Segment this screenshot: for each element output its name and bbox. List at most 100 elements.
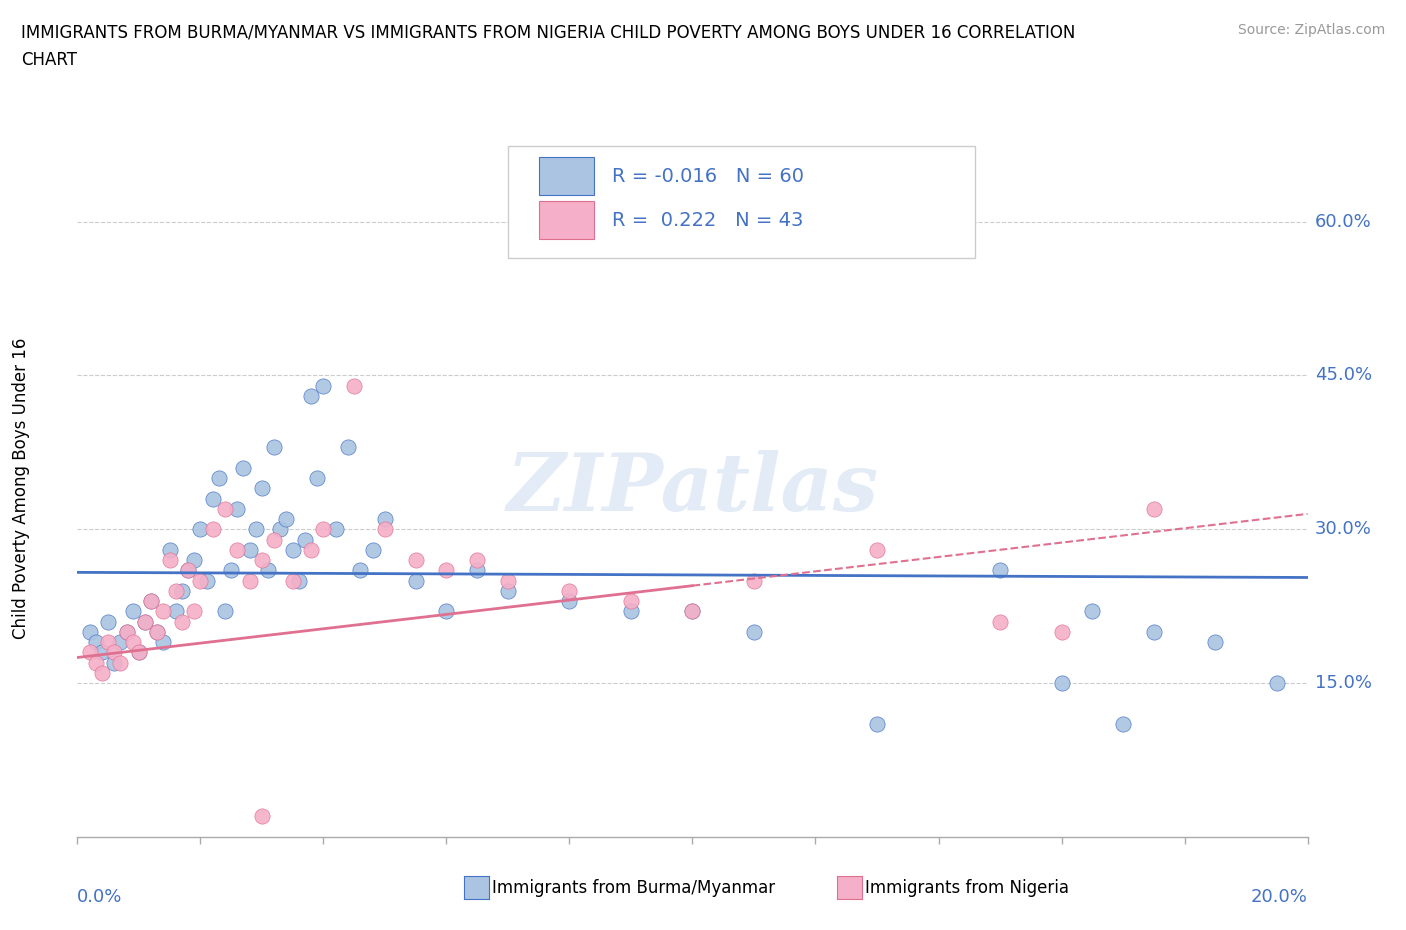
Point [276, 512, 298, 526]
Point [620, 593, 643, 608]
Text: 45.0%: 45.0% [1315, 366, 1372, 384]
Point [299, 389, 322, 404]
Point [436, 604, 458, 618]
Point [103, 655, 125, 670]
Point [226, 542, 249, 557]
Point [465, 563, 488, 578]
Point [79, 624, 101, 639]
Point [405, 552, 427, 567]
Point [337, 440, 360, 455]
Point [263, 532, 285, 547]
Point [257, 563, 280, 578]
Point [79, 644, 101, 659]
Point [307, 471, 329, 485]
Point [110, 634, 132, 649]
Point [214, 501, 236, 516]
Point [115, 624, 138, 639]
Point [165, 583, 187, 598]
Point [183, 604, 205, 618]
Point [250, 552, 273, 567]
Bar [538, 201, 595, 239]
Point [170, 614, 193, 629]
Point [866, 542, 889, 557]
Point [250, 481, 273, 496]
Text: Immigrants from Burma/Myanmar: Immigrants from Burma/Myanmar [492, 879, 775, 897]
Point [226, 501, 249, 516]
Point [465, 552, 488, 567]
Point [128, 644, 150, 659]
Point [299, 542, 322, 557]
Point [281, 542, 304, 557]
Point [361, 542, 384, 557]
Point [239, 573, 262, 588]
Point [1081, 604, 1104, 618]
Text: 60.0%: 60.0% [1315, 213, 1371, 231]
Point [1050, 676, 1073, 691]
Point [201, 522, 224, 537]
Point [128, 644, 150, 659]
Point [1112, 717, 1135, 732]
Point [115, 624, 138, 639]
Point [343, 379, 366, 393]
Point [496, 573, 519, 588]
Point [620, 604, 643, 618]
Point [988, 614, 1011, 629]
Point [245, 522, 267, 537]
Text: ZIPatlas: ZIPatlas [506, 449, 879, 527]
Text: R =  0.222   N = 43: R = 0.222 N = 43 [613, 211, 804, 230]
Point [183, 552, 205, 567]
Point [90, 644, 114, 659]
Point [177, 563, 200, 578]
Point [90, 666, 114, 681]
Point [103, 644, 125, 659]
Point [159, 552, 181, 567]
Point [374, 512, 396, 526]
Point [682, 604, 704, 618]
Text: 20.0%: 20.0% [1251, 888, 1308, 906]
Point [1143, 624, 1166, 639]
Text: 30.0%: 30.0% [1315, 520, 1371, 538]
Point [152, 634, 174, 649]
Point [682, 604, 704, 618]
Point [134, 614, 156, 629]
Point [239, 542, 262, 557]
Point [97, 614, 120, 629]
Point [1204, 634, 1226, 649]
Point [325, 522, 347, 537]
Text: IMMIGRANTS FROM BURMA/MYANMAR VS IMMIGRANTS FROM NIGERIA CHILD POVERTY AMONG BOY: IMMIGRANTS FROM BURMA/MYANMAR VS IMMIGRA… [21, 23, 1076, 41]
Point [742, 573, 765, 588]
Point [159, 542, 181, 557]
Text: 0.0%: 0.0% [77, 888, 122, 906]
Text: R = -0.016   N = 60: R = -0.016 N = 60 [613, 167, 804, 186]
Point [97, 634, 120, 649]
Point [188, 573, 212, 588]
Point [374, 522, 396, 537]
Point [263, 440, 285, 455]
Point [232, 460, 254, 475]
Text: Child Poverty Among Boys Under 16: Child Poverty Among Boys Under 16 [13, 338, 30, 639]
Point [141, 593, 163, 608]
Point [146, 624, 169, 639]
Text: Source: ZipAtlas.com: Source: ZipAtlas.com [1237, 23, 1385, 37]
Text: Immigrants from Nigeria: Immigrants from Nigeria [865, 879, 1069, 897]
Point [1265, 676, 1288, 691]
Bar [538, 157, 595, 195]
Point [214, 604, 236, 618]
Point [195, 573, 218, 588]
Point [312, 522, 335, 537]
Point [1050, 624, 1073, 639]
Point [177, 563, 200, 578]
Point [294, 532, 316, 547]
Point [742, 624, 765, 639]
FancyBboxPatch shape [508, 147, 976, 259]
Point [165, 604, 187, 618]
Point [436, 563, 458, 578]
Point [152, 604, 174, 618]
Point [405, 573, 427, 588]
Point [269, 522, 291, 537]
Point [281, 573, 304, 588]
Point [170, 583, 193, 598]
Point [219, 563, 242, 578]
Text: 15.0%: 15.0% [1315, 674, 1372, 692]
Point [121, 634, 143, 649]
